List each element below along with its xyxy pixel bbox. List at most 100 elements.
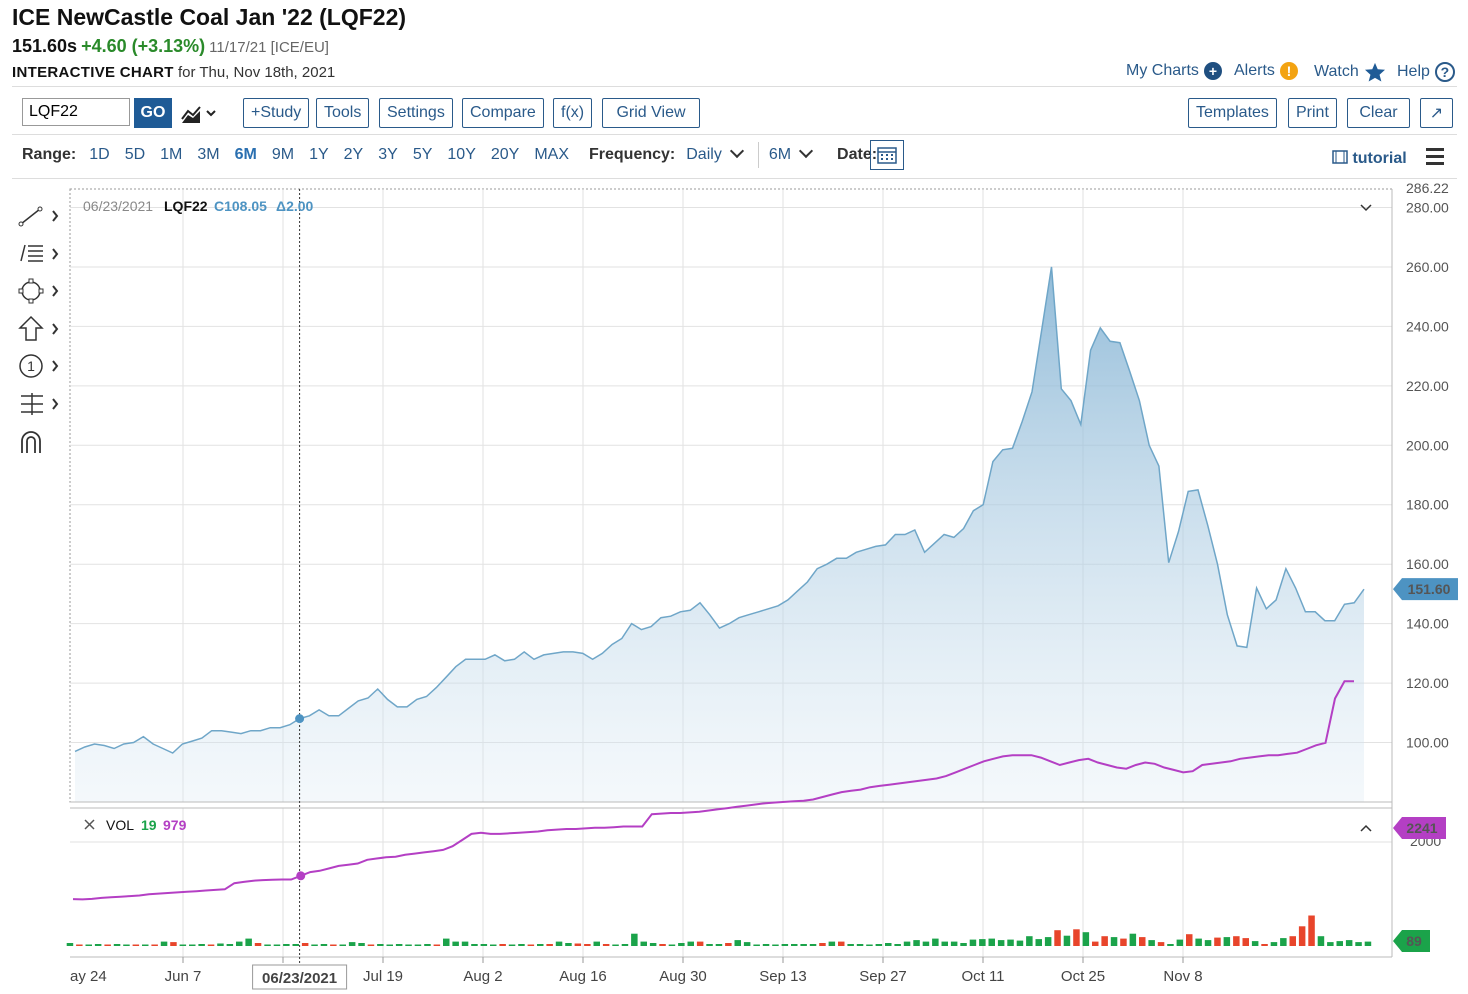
volume-bar [433, 944, 441, 946]
frequency-label: Frequency: [589, 146, 676, 163]
tutorial-link[interactable]: tutorial [1332, 150, 1407, 168]
print-button[interactable]: Print [1288, 98, 1337, 128]
range-1d[interactable]: 1D [89, 146, 110, 163]
volume-bar [179, 944, 187, 946]
volume-bar [734, 940, 741, 946]
fx-button[interactable]: f(x) [553, 98, 593, 128]
last-price: 151.60s [12, 36, 78, 56]
volume-bar [941, 941, 948, 946]
y-tick-label: 120.00 [1406, 675, 1449, 691]
divider [12, 178, 1457, 179]
volume-bar [1336, 941, 1343, 946]
range-10y[interactable]: 10Y [447, 146, 476, 163]
volume-tags: 2241 89 [1393, 817, 1446, 952]
range-6m[interactable]: 6M [234, 146, 257, 163]
volume-bar [706, 944, 713, 946]
my-charts-link[interactable]: My Charts + [1126, 62, 1222, 80]
range-9m[interactable]: 9M [271, 146, 295, 163]
range-2y[interactable]: 2Y [343, 146, 364, 163]
volume-bars [66, 915, 1372, 946]
templates-button[interactable]: Templates [1188, 98, 1277, 128]
price-change: +4.60 (+3.13%) [81, 36, 206, 56]
range-3m[interactable]: 3M [197, 146, 220, 163]
volume-bar [1044, 937, 1052, 946]
price-tag-shape [1393, 578, 1458, 601]
compare-button[interactable]: Compare [462, 98, 544, 128]
selected-vol-point [296, 871, 306, 881]
trendline-tool[interactable] [16, 201, 64, 231]
volume-bar [1195, 938, 1202, 946]
volume-bar [668, 944, 676, 946]
crosshair: 06/23/2021 [252, 189, 348, 990]
alerts-link[interactable]: Alerts ! [1234, 62, 1298, 80]
volume-bar [1270, 942, 1278, 946]
expand-button[interactable]: ↗ [1420, 98, 1453, 128]
range-max[interactable]: MAX [534, 146, 569, 163]
hamburger-menu-icon[interactable] [1426, 148, 1444, 169]
tools-button[interactable]: Tools [316, 98, 370, 128]
remove-volume-icon[interactable] [84, 819, 95, 830]
vol-line-tag-shape [1393, 817, 1446, 839]
range-20y[interactable]: 20Y [490, 146, 520, 163]
volume-bar [1157, 942, 1165, 946]
volume-bar [565, 943, 572, 946]
volume-bar [311, 944, 318, 946]
help-link[interactable]: Help ? [1397, 62, 1455, 82]
volume-bar [997, 940, 1005, 946]
clear-button[interactable]: Clear [1347, 98, 1410, 128]
volume-bar [678, 943, 685, 946]
calendar-button[interactable] [870, 140, 904, 170]
volume-bar [555, 941, 563, 946]
y-tick-label: 200.00 [1406, 437, 1449, 453]
volume-bar [499, 944, 506, 946]
volume-bar [612, 944, 619, 946]
volume-bar [753, 944, 760, 946]
volume-bar [687, 941, 694, 946]
range-5d[interactable]: 5D [124, 146, 146, 163]
volume-bar [76, 944, 83, 946]
range-1y[interactable]: 1Y [309, 146, 329, 163]
range-5y[interactable]: 5Y [412, 146, 433, 163]
collapse-pane-icon[interactable] [1360, 204, 1372, 212]
volume-bar [471, 944, 478, 946]
range-3y[interactable]: 3Y [378, 146, 398, 163]
shape-tool[interactable] [16, 276, 64, 306]
volume-bar [1101, 936, 1108, 946]
grid-view-button[interactable]: Grid View [602, 98, 700, 128]
vol-label: VOL [106, 817, 134, 833]
volume-bar [1016, 940, 1024, 946]
annotation-tool[interactable]: 1 [16, 351, 64, 381]
volume-bar [94, 944, 102, 946]
measure-icon [21, 393, 59, 415]
study-button[interactable]: +Study [243, 98, 310, 128]
magnet-tool[interactable] [16, 427, 64, 457]
fibonacci-tool[interactable] [16, 239, 64, 269]
volume-bar [574, 943, 582, 946]
symbol-input[interactable] [22, 98, 130, 126]
watch-link[interactable]: Watch [1314, 62, 1386, 82]
range-1m[interactable]: 1M [160, 146, 183, 163]
volume-bar [245, 938, 252, 946]
frequency-select[interactable]: Daily [686, 143, 744, 164]
volume-bar [631, 933, 638, 946]
volume-bar [1204, 940, 1212, 946]
volume-bar [113, 944, 121, 946]
chart-type-button[interactable] [180, 103, 222, 125]
arrow-tool[interactable] [16, 314, 64, 344]
volume-bar [189, 944, 196, 946]
vol-line-tag-label: 2241 [1406, 820, 1437, 836]
price-line [74, 266, 1365, 754]
shape-icon [18, 278, 59, 304]
go-button[interactable]: GO [134, 98, 172, 128]
period-select[interactable]: 6M [769, 143, 814, 164]
expand-pane-icon[interactable] [1360, 824, 1372, 832]
y-tick-label: 160.00 [1406, 556, 1449, 572]
volume-bar [283, 944, 290, 946]
volume-bar [866, 944, 873, 946]
settings-button[interactable]: Settings [379, 98, 453, 128]
measure-tool[interactable] [16, 389, 64, 419]
volume-bar [621, 944, 629, 946]
expand-icon: ↗ [1429, 105, 1444, 122]
